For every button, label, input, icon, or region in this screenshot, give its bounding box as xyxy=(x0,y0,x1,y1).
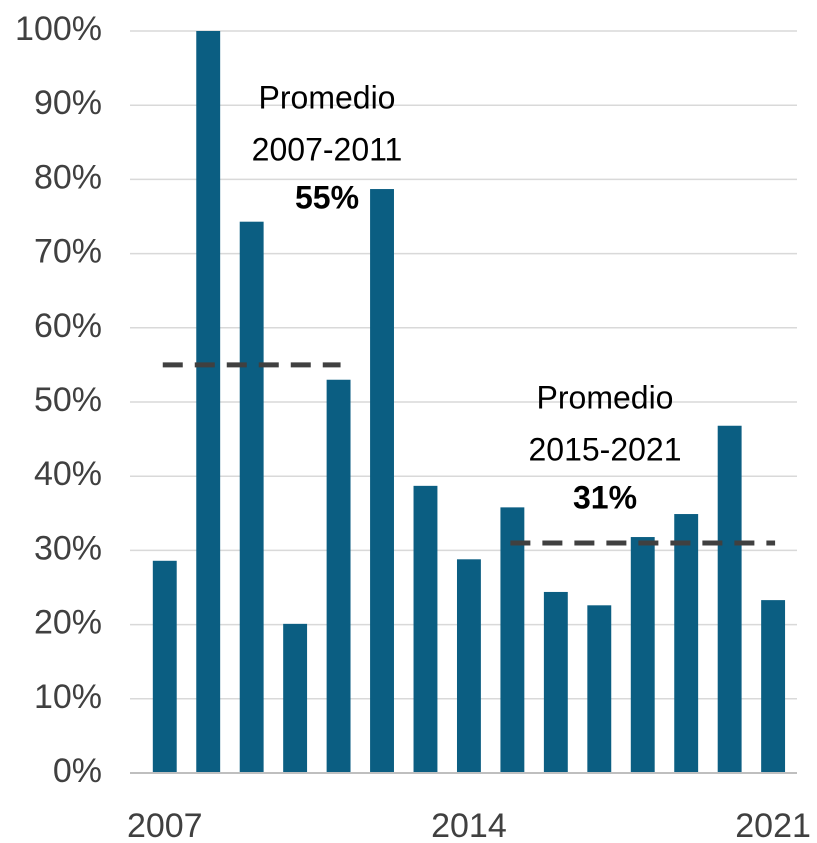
y-tick-label: 10% xyxy=(34,678,102,716)
bar xyxy=(587,605,612,773)
bar xyxy=(152,560,177,773)
y-tick-label: 100% xyxy=(15,10,102,48)
y-tick-label: 0% xyxy=(53,752,102,790)
annotation-value: 55% xyxy=(295,179,359,215)
bar xyxy=(674,514,699,773)
x-tick-label: 2007 xyxy=(127,807,203,843)
y-tick-label: 30% xyxy=(34,529,102,567)
bar xyxy=(761,600,786,773)
bar xyxy=(283,623,308,773)
bar xyxy=(370,189,394,773)
bar xyxy=(717,425,742,773)
bar xyxy=(196,31,221,773)
y-tick-label: 20% xyxy=(34,604,102,642)
y-tick-label: 40% xyxy=(34,455,102,493)
y-tick-label: 80% xyxy=(34,158,102,196)
annotation: 2007-2011 xyxy=(252,131,403,167)
annotation-value: 31% xyxy=(573,479,637,515)
y-tick-label: 70% xyxy=(34,233,102,271)
x-tick-label: 2014 xyxy=(431,807,507,843)
bar xyxy=(326,379,351,773)
bar xyxy=(456,559,481,773)
annotation: 2015-2021 xyxy=(528,431,681,467)
bar xyxy=(543,591,568,773)
annotation: Promedio xyxy=(537,379,674,415)
x-tick-label: 2021 xyxy=(735,807,811,843)
bar xyxy=(630,537,655,773)
annotation: Promedio xyxy=(259,79,396,115)
y-tick-label: 90% xyxy=(34,84,102,122)
bar xyxy=(413,485,438,773)
y-tick-label: 60% xyxy=(34,307,102,345)
y-tick-label: 50% xyxy=(34,381,102,419)
bar xyxy=(500,507,525,773)
bar xyxy=(239,221,264,774)
